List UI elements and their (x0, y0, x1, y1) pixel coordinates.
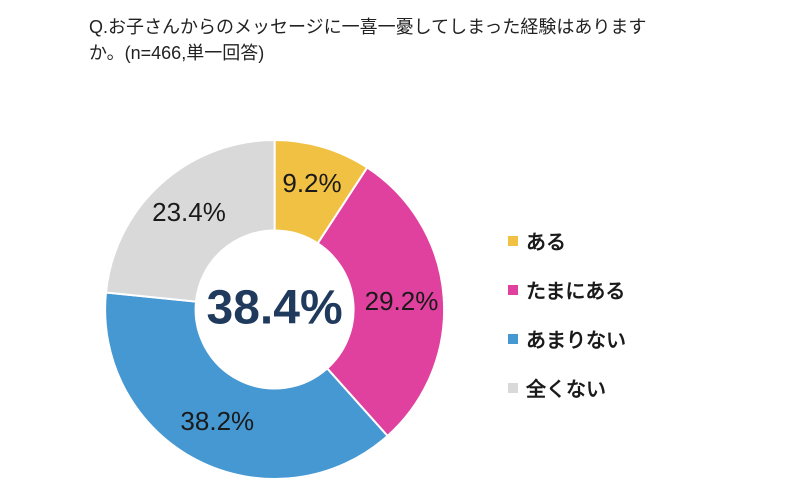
svg-text:23.4%: 23.4% (152, 197, 226, 227)
svg-text:38.4%: 38.4% (207, 282, 343, 335)
svg-text:9.2%: 9.2% (282, 168, 341, 198)
svg-text:29.2%: 29.2% (365, 286, 439, 316)
svg-text:38.2%: 38.2% (180, 406, 254, 436)
